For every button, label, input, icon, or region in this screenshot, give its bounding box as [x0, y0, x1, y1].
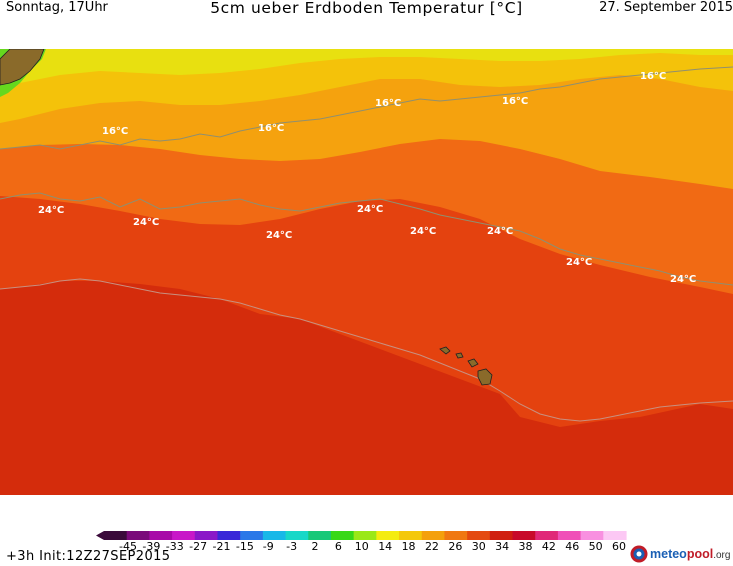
isotherm-label: 16°C [640, 71, 666, 82]
legend-tick-label: 42 [541, 540, 556, 553]
legend-start-arrow [96, 531, 104, 540]
legend-swatch [535, 531, 559, 540]
legend-tick-label: 10 [354, 540, 369, 553]
legend-swatch [330, 531, 355, 540]
forecast-time-label: Sonntag, 17Uhr [6, 0, 108, 15]
isotherm-label: 16°C [102, 126, 128, 137]
isotherm-label: 16°C [502, 96, 528, 107]
legend-swatch [104, 531, 128, 540]
isotherm-label: 24°C [410, 226, 436, 237]
isotherm-label: 24°C [670, 274, 696, 285]
legend-swatch [285, 531, 309, 540]
legend-swatch [217, 531, 241, 540]
isotherm-label: 16°C [375, 98, 401, 109]
isotherm-label: 24°C [133, 217, 159, 228]
legend-swatch [603, 531, 627, 540]
legend-tick-label: -15 [235, 540, 254, 553]
legend-tick-label: 26 [448, 540, 463, 553]
legend-swatch [421, 531, 446, 540]
legend-tick-label: 50 [588, 540, 603, 553]
legend-tick-label: -45 [119, 540, 137, 553]
isotherm-label: 16°C [258, 123, 284, 134]
legend-tick-label: -9 [262, 540, 274, 553]
band-cold [0, 49, 733, 87]
legend-swatch [194, 531, 219, 540]
map-title: 5cm ueber Erdboden Temperatur [°C] [210, 0, 523, 17]
legend-tick-label: -39 [142, 540, 161, 553]
isotherm-label: 24°C [566, 257, 592, 268]
legend-tick-label: 46 [565, 540, 580, 553]
legend-tick-label: -3 [286, 540, 298, 553]
color-scale-legend [96, 531, 627, 540]
legend-tick-label: -21 [212, 540, 231, 553]
legend-swatch [580, 531, 604, 540]
temperature-map: 16°C 16°C 16°C 16°C 16°C 24°C 24°C 24°C 24°C 24°C… [0, 49, 733, 495]
isotherm-label: 24°C [357, 204, 383, 215]
init-time-label: +3h Init:12Z27SEP2015 [6, 549, 171, 564]
legend-tick-label: 2 [311, 540, 319, 553]
legend-swatch [489, 531, 514, 540]
legend-tick-label: 34 [495, 540, 510, 553]
legend-swatch [262, 531, 287, 540]
isotherm-line-28 [0, 278, 733, 422]
legend-swatch [512, 531, 536, 540]
forecast-date-label: 27. September 2015 [599, 0, 733, 15]
north-coast [0, 49, 45, 86]
isotherm-label: 24°C [487, 226, 513, 237]
island-chain [439, 346, 493, 386]
legend-tick-label: -33 [165, 540, 184, 553]
legend-swatch [149, 531, 173, 540]
legend-swatch [308, 531, 332, 540]
legend-swatch [376, 531, 400, 540]
legend-tick-label: 60 [612, 540, 626, 553]
legend-swatch [172, 531, 196, 540]
legend-tick-label: 22 [424, 540, 439, 553]
legend-tick-label: 38 [518, 540, 533, 553]
isotherm-line-24 [0, 192, 733, 286]
legend-swatch [126, 531, 150, 540]
legend-swatch [444, 531, 468, 540]
meteopool-logo-icon [630, 545, 648, 563]
legend-tick-label: -27 [189, 540, 208, 553]
isotherm-label: 24°C [266, 230, 292, 241]
isotherm-label: 24°C [38, 205, 64, 216]
legend-swatch [353, 531, 377, 540]
legend-swatch [240, 531, 264, 540]
legend-tick-label: 18 [401, 540, 416, 553]
legend-tick-label: 30 [471, 540, 486, 553]
meteopool-logo-text: meteopool.org [650, 547, 731, 561]
legend-tick-label: 14 [378, 540, 393, 553]
legend-tick-label: 6 [334, 540, 342, 553]
meteopool-logo[interactable]: meteopool.org [630, 544, 730, 564]
legend-swatch [399, 531, 423, 540]
legend-swatch [557, 531, 582, 540]
legend-swatch [467, 531, 491, 540]
isotherm-line-16 [0, 66, 733, 150]
